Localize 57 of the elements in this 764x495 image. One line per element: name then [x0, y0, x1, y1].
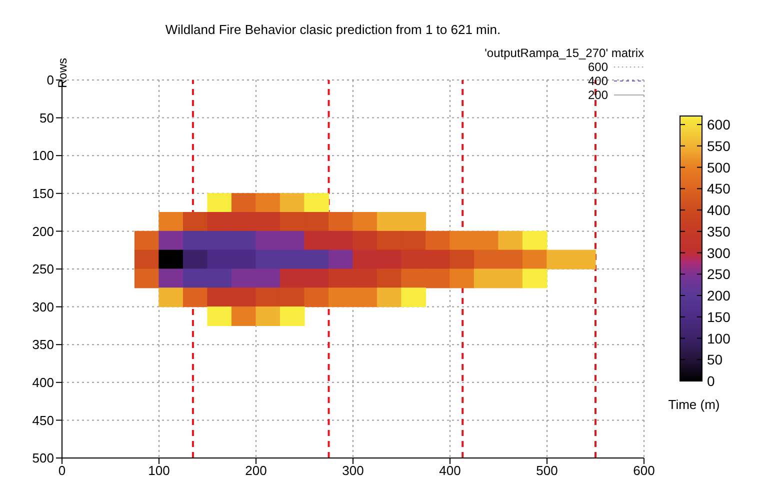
color-bar-label: 100: [707, 330, 731, 346]
point: [328, 288, 354, 308]
point: [256, 250, 281, 270]
y-tick-label: 300: [32, 299, 54, 314]
point: [158, 250, 184, 270]
color-bar-title: Time (m): [668, 397, 720, 412]
y-tick-label: 100: [32, 148, 54, 164]
point: [280, 268, 305, 288]
point: [207, 193, 232, 213]
y-tick-label: 400: [32, 375, 54, 390]
point: [182, 250, 208, 270]
x-tick-label: 500: [536, 463, 558, 478]
point: [207, 306, 232, 326]
x-tick-label: 0: [58, 463, 66, 478]
chart-title: Wildland Fire Behavior clasic prediction from 1 to 621 min.: [164, 22, 502, 37]
y-tick-label: 50: [40, 110, 54, 126]
color-bar-label: 500: [707, 159, 731, 176]
x-tick-label: 400: [439, 463, 461, 478]
color-bar-label: 150: [707, 308, 731, 325]
point: [376, 288, 402, 308]
point: [231, 250, 256, 270]
x-tick-label: 300: [342, 463, 364, 478]
color-bar-label: 600: [707, 116, 731, 133]
point: [304, 193, 330, 213]
color-bar-label: 350: [707, 223, 731, 240]
y-tick-label: 0: [46, 72, 54, 88]
color-bar-label: 0: [707, 373, 715, 389]
y-tick-label: 200: [32, 224, 54, 239]
point: [304, 268, 330, 288]
point: [158, 288, 184, 308]
y-tick-label: 250: [32, 262, 54, 277]
annotation: 400: [588, 74, 608, 88]
color-bar-label: 300: [707, 244, 731, 261]
color-bar-label: 50: [707, 352, 723, 368]
y-tick-label: 500: [32, 450, 54, 466]
point: [304, 230, 330, 250]
color-bar-label: 200: [707, 288, 731, 304]
text: 600: [588, 60, 608, 74]
annotation: 200: [588, 88, 608, 102]
x-tick-label: 200: [245, 463, 267, 478]
y-tick-label: 150: [32, 186, 54, 202]
text: 'outputRampa_15_270' matrix: [484, 46, 644, 60]
x-tick-label: 100: [148, 463, 170, 478]
point: [328, 230, 354, 250]
y-tick-label: 350: [32, 337, 54, 352]
point: [352, 250, 378, 270]
y-tick-label: 450: [32, 412, 54, 428]
point: [280, 306, 305, 326]
point: [376, 250, 402, 270]
color-bar-label: 550: [707, 138, 731, 154]
point: [304, 250, 330, 270]
color-bar-label: 400: [707, 202, 731, 218]
color-bar-label: 450: [707, 180, 731, 197]
color-bar-label: 250: [707, 266, 731, 282]
x-tick-label: 600: [633, 463, 655, 478]
point: [207, 250, 232, 270]
point: [352, 288, 378, 308]
